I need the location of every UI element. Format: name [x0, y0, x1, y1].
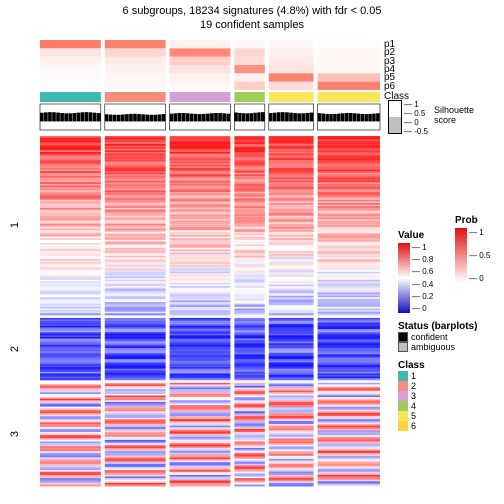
prob-tick: — 1	[469, 228, 490, 237]
value-tick: — 0.4	[412, 280, 433, 289]
class-item: 1	[398, 371, 502, 381]
value-tick: — 1	[412, 243, 433, 252]
title-line2: 19 confident samples	[0, 18, 504, 32]
prob-legend-title: Prob	[455, 215, 501, 226]
status-item: ambiguous	[398, 342, 502, 352]
value-tick: — 0.8	[412, 255, 433, 264]
sil-tick: — 0.5	[404, 109, 428, 118]
title-line1: 6 subgroups, 18234 signatures (4.8%) wit…	[0, 4, 504, 18]
value-tick: — 0.6	[412, 267, 433, 276]
class-item: 5	[398, 411, 502, 421]
class-item: 6	[398, 421, 502, 431]
sil-tick: — 1	[404, 100, 428, 109]
silhouette-legend-bar	[388, 100, 402, 134]
prob-tick: — 0	[469, 274, 490, 283]
silhouette-label: Silhouette score	[434, 100, 474, 126]
sil-tick: — -0.5	[404, 127, 428, 136]
class-item: 2	[398, 381, 502, 391]
row-cluster-label: 3	[9, 431, 21, 437]
row-cluster-label: 1	[9, 222, 21, 228]
prob-tick: — 0.5	[469, 251, 490, 260]
class-legend-title: Class	[398, 360, 502, 371]
prob-gradient	[455, 228, 467, 283]
class-item: 3	[398, 391, 502, 401]
value-tick: — 0	[412, 304, 433, 313]
status-item: confident	[398, 332, 502, 342]
sil-tick: — 0	[404, 118, 428, 127]
class-item: 4	[398, 401, 502, 411]
value-gradient	[398, 243, 410, 313]
row-cluster-label: 2	[9, 346, 21, 352]
value-tick: — 0.2	[412, 292, 433, 301]
status-legend-title: Status (barplots)	[398, 321, 502, 332]
prob-row-label: p6	[384, 81, 395, 92]
